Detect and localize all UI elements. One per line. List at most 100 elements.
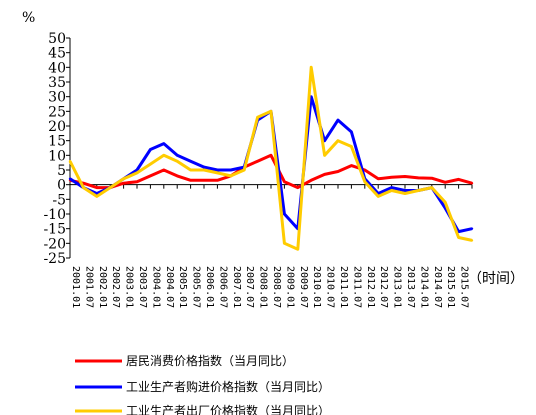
x-tick-label: 2013.07 (405, 266, 416, 308)
series-3-point (444, 201, 447, 204)
series-2-point (189, 160, 192, 163)
series-2-point (390, 186, 393, 189)
y-tick-label: 5 (57, 163, 66, 179)
series-2-point (162, 142, 165, 145)
series-2-point (336, 118, 340, 122)
series-3-point (68, 160, 72, 163)
series-3-point (189, 168, 192, 172)
x-tick-label: 2013.01 (392, 266, 403, 308)
y-tick-label: -20 (43, 236, 66, 252)
x-tick-label: 2015.01 (445, 266, 456, 308)
legend-label-3: 工业生产者出厂价格指数（当月同比） (126, 403, 330, 415)
series-2-point (202, 165, 206, 169)
x-tick-label: 2011.07 (351, 266, 362, 308)
legend: 居民消费价格指数（当月同比） 工业生产者购进价格指数（当月同比） 工业生产者出厂价格… (75, 353, 330, 415)
x-tick-label: 2010.01 (311, 266, 322, 308)
series-2-point (135, 168, 139, 172)
series-1-point (403, 175, 407, 178)
series-3-point (377, 195, 380, 198)
y-tick-label: 30 (48, 90, 66, 106)
y-tick-label: 35 (48, 75, 66, 91)
series-3-point (363, 180, 366, 183)
y-tick-label: 45 (48, 46, 66, 62)
series-3-point (430, 186, 433, 189)
series-3-point (216, 171, 219, 175)
series-3-point (243, 168, 246, 172)
series-3-point (135, 171, 139, 175)
series-3-point (296, 248, 299, 251)
series-2-point (176, 154, 179, 157)
series-1-point (390, 176, 393, 179)
series-3-point (122, 177, 125, 180)
x-tick-label: 2012.01 (365, 266, 376, 308)
series-2-point (95, 192, 99, 195)
y-tick-label: 10 (48, 148, 66, 164)
series-2-point (310, 95, 313, 98)
y-tick-label: 25 (48, 104, 66, 120)
y-tick-label: 20 (48, 119, 66, 135)
series-2-point (216, 168, 219, 172)
series-1-point (135, 180, 139, 183)
x-tick-label: 2006.01 (204, 266, 215, 308)
series-1-point (176, 174, 179, 178)
x-axis-title: （时间） (468, 271, 524, 287)
series-2-point (229, 168, 232, 172)
series-3-point (176, 160, 179, 163)
y-tick-label: 15 (48, 134, 66, 150)
series-2-point (68, 177, 72, 180)
series-1-point (430, 177, 433, 180)
series-3-point (202, 168, 206, 172)
x-tick-label: 2009.07 (298, 266, 309, 308)
x-tick-label: 2009.01 (284, 266, 295, 308)
x-tick-label: 2006.07 (217, 266, 228, 308)
y-tick-label: -5 (52, 192, 66, 208)
series-3-point (162, 154, 165, 157)
series-1-point (377, 177, 380, 180)
series-line-1 (69, 153, 473, 190)
series-1-point (323, 173, 326, 176)
y-tick-label: 40 (48, 60, 66, 76)
series-1-point (444, 181, 447, 184)
series-3-point (403, 192, 407, 195)
series-2-point (403, 189, 407, 192)
series-3-point (82, 186, 85, 189)
series-3-point (109, 186, 112, 189)
series-2-point (149, 148, 152, 151)
x-tick-label: 2012.07 (378, 266, 389, 308)
series-1-point (363, 168, 366, 172)
series-2-point (283, 212, 286, 216)
series-3-point (323, 154, 326, 157)
series-3-point (350, 145, 353, 148)
series-3-point (390, 189, 393, 192)
series-1-point (283, 180, 286, 183)
x-tick-label: 2001.01 (70, 266, 81, 308)
series-3-point (149, 162, 152, 166)
x-tick-label: 2002.07 (110, 266, 121, 308)
series-3-point (269, 110, 273, 113)
x-tick-label: 2001.07 (83, 266, 94, 308)
x-tick-label: 2008.01 (258, 266, 269, 308)
series-1-point (350, 164, 353, 167)
legend-label-2: 工业生产者购进价格指数（当月同比） (126, 379, 330, 394)
series-1-point (189, 179, 192, 182)
series-3-point (310, 66, 313, 69)
series-1-point (336, 170, 340, 173)
series-3-point (470, 239, 474, 242)
series-1-point (417, 176, 420, 180)
series-3-point (283, 242, 286, 245)
x-tick-label: 2003.07 (137, 266, 148, 308)
series-3-point (95, 195, 99, 198)
series-1-point (216, 179, 219, 182)
series-1-point (122, 182, 125, 185)
y-tick-label: 0 (57, 178, 66, 194)
x-tick-label: 2010.07 (325, 266, 336, 308)
series-2-point (323, 139, 326, 142)
x-tick-label: 2005.01 (177, 266, 188, 308)
x-tick-label: 2007.07 (244, 266, 255, 308)
x-tick-label: 2002.01 (97, 266, 108, 308)
series-1-point (95, 186, 99, 189)
x-tick-label: 2014.01 (418, 266, 429, 308)
series-3-point (229, 174, 232, 178)
